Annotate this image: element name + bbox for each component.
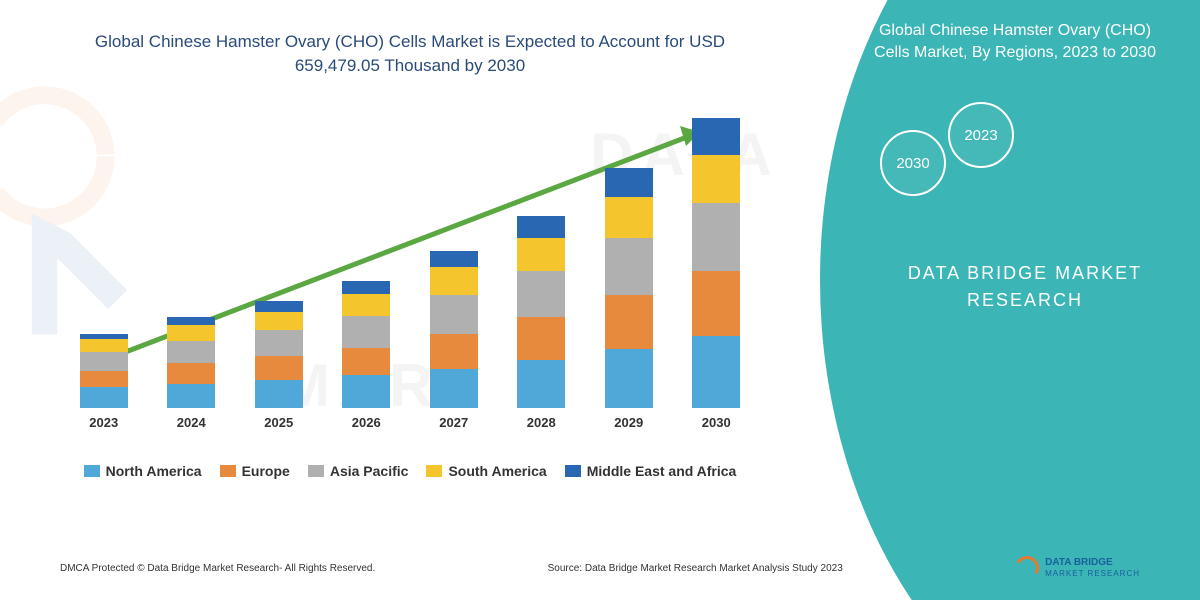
bar-segment [255, 380, 303, 408]
bar-2027: 2027 [430, 251, 478, 408]
bar-segment [692, 118, 740, 155]
footer-copyright: DMCA Protected © Data Bridge Market Rese… [60, 563, 375, 574]
bar-label: 2027 [430, 415, 478, 430]
legend-swatch [308, 465, 324, 477]
bar-label: 2024 [167, 415, 215, 430]
chart-title: Global Chinese Hamster Ovary (CHO) Cells… [60, 30, 760, 78]
legend-swatch [220, 465, 236, 477]
bar-label: 2025 [255, 415, 303, 430]
bar-2025: 2025 [255, 301, 303, 407]
chart-area: 2023 2024 2025 2026 2027 2028 2029 2030 [60, 108, 760, 428]
bar-label: 2029 [605, 415, 653, 430]
bar-segment [342, 281, 390, 294]
logo-text: DATA BRIDGE MARKET RESEARCH [1045, 557, 1140, 579]
bar-segment [80, 371, 128, 388]
legend-item: North America [84, 463, 202, 479]
right-panel-title: Global Chinese Hamster Ovary (CHO) Cells… [860, 20, 1170, 65]
bar-segment [430, 295, 478, 334]
bar-2023: 2023 [80, 334, 128, 408]
bar-2028: 2028 [517, 216, 565, 408]
infographic-container: DATA MAR Global Chinese Hamster Ovary (C… [0, 0, 1200, 600]
legend-label: Europe [242, 463, 290, 479]
legend-label: Asia Pacific [330, 463, 409, 479]
bar-segment [692, 203, 740, 271]
bar-segment [605, 168, 653, 198]
bar-segment [80, 387, 128, 407]
logo-icon [1012, 553, 1041, 582]
footer-logo: DATA BRIDGE MARKET RESEARCH [1015, 556, 1140, 580]
legend-swatch [565, 465, 581, 477]
bar-label: 2030 [692, 415, 740, 430]
bar-segment [517, 317, 565, 359]
bar-label: 2026 [342, 415, 390, 430]
bar-label: 2023 [80, 415, 128, 430]
brand-text: DATA BRIDGE MARKET RESEARCH [890, 260, 1160, 314]
bar-segment [342, 294, 390, 316]
brand-line1: DATA BRIDGE MARKET [890, 260, 1160, 287]
bar-segment [255, 356, 303, 380]
year-badge-2023: 2023 [948, 102, 1014, 168]
footer-source: Source: Data Bridge Market Research Mark… [548, 563, 843, 574]
legend-item: Asia Pacific [308, 463, 409, 479]
bar-2030: 2030 [692, 118, 740, 408]
bar-segment [167, 325, 215, 341]
bar-segment [517, 360, 565, 408]
right-panel: Global Chinese Hamster Ovary (CHO) Cells… [800, 0, 1200, 600]
bar-segment [692, 271, 740, 336]
bar-segment [167, 363, 215, 383]
bar-segment [342, 348, 390, 376]
bar-segment [255, 301, 303, 311]
bar-segment [167, 384, 215, 408]
bar-2029: 2029 [605, 168, 653, 408]
bar-segment [517, 238, 565, 271]
logo-line1: DATA BRIDGE [1045, 557, 1140, 569]
legend-item: South America [426, 463, 546, 479]
logo-line2: MARKET RESEARCH [1045, 569, 1140, 579]
bar-2024: 2024 [167, 317, 215, 407]
bar-segment [517, 216, 565, 238]
legend-swatch [84, 465, 100, 477]
legend-label: South America [448, 463, 546, 479]
bar-segment [255, 312, 303, 330]
bar-segment [605, 197, 653, 238]
bar-segment [517, 271, 565, 317]
bar-segment [430, 267, 478, 295]
chart-panel: DATA MAR Global Chinese Hamster Ovary (C… [0, 0, 800, 600]
legend-label: Middle East and Africa [587, 463, 737, 479]
brand-line2: RESEARCH [890, 287, 1160, 314]
bar-segment [342, 375, 390, 407]
bar-segment [167, 341, 215, 363]
footer: DMCA Protected © Data Bridge Market Rese… [60, 556, 1140, 580]
bar-segment [605, 349, 653, 408]
bar-segment [430, 334, 478, 369]
bar-segment [255, 330, 303, 356]
legend-label: North America [106, 463, 202, 479]
bar-segment [692, 336, 740, 408]
bar-segment [605, 295, 653, 349]
bar-2026: 2026 [342, 281, 390, 407]
bar-segment [342, 316, 390, 347]
bar-segment [605, 238, 653, 295]
bar-segment [692, 155, 740, 203]
bar-segment [430, 369, 478, 408]
bar-segment [80, 352, 128, 370]
year-badge-2030: 2030 [880, 130, 946, 196]
bars-container: 2023 2024 2025 2026 2027 2028 2029 2030 [60, 108, 760, 408]
chart-legend: North America Europe Asia Pacific South Ame… [60, 463, 760, 479]
bar-label: 2028 [517, 415, 565, 430]
bar-segment [80, 339, 128, 352]
legend-item: Middle East and Africa [565, 463, 737, 479]
legend-swatch [426, 465, 442, 477]
bar-segment [430, 251, 478, 268]
bar-segment [167, 317, 215, 325]
legend-item: Europe [220, 463, 290, 479]
